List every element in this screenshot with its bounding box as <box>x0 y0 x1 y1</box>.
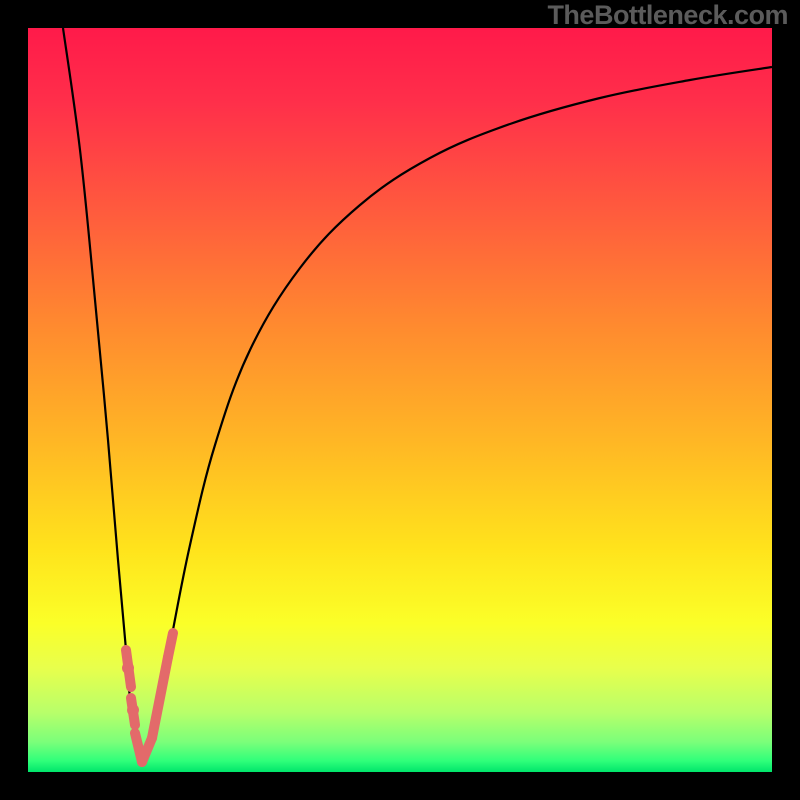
marker-dot <box>127 704 139 716</box>
marker-segment <box>168 633 173 657</box>
plot-area <box>28 28 772 772</box>
gradient-background <box>28 28 772 772</box>
chart-container: TheBottleneck.com <box>0 0 800 800</box>
watermark-text: TheBottleneck.com <box>547 0 788 31</box>
chart-svg <box>28 28 772 772</box>
marker-dot <box>122 662 134 674</box>
